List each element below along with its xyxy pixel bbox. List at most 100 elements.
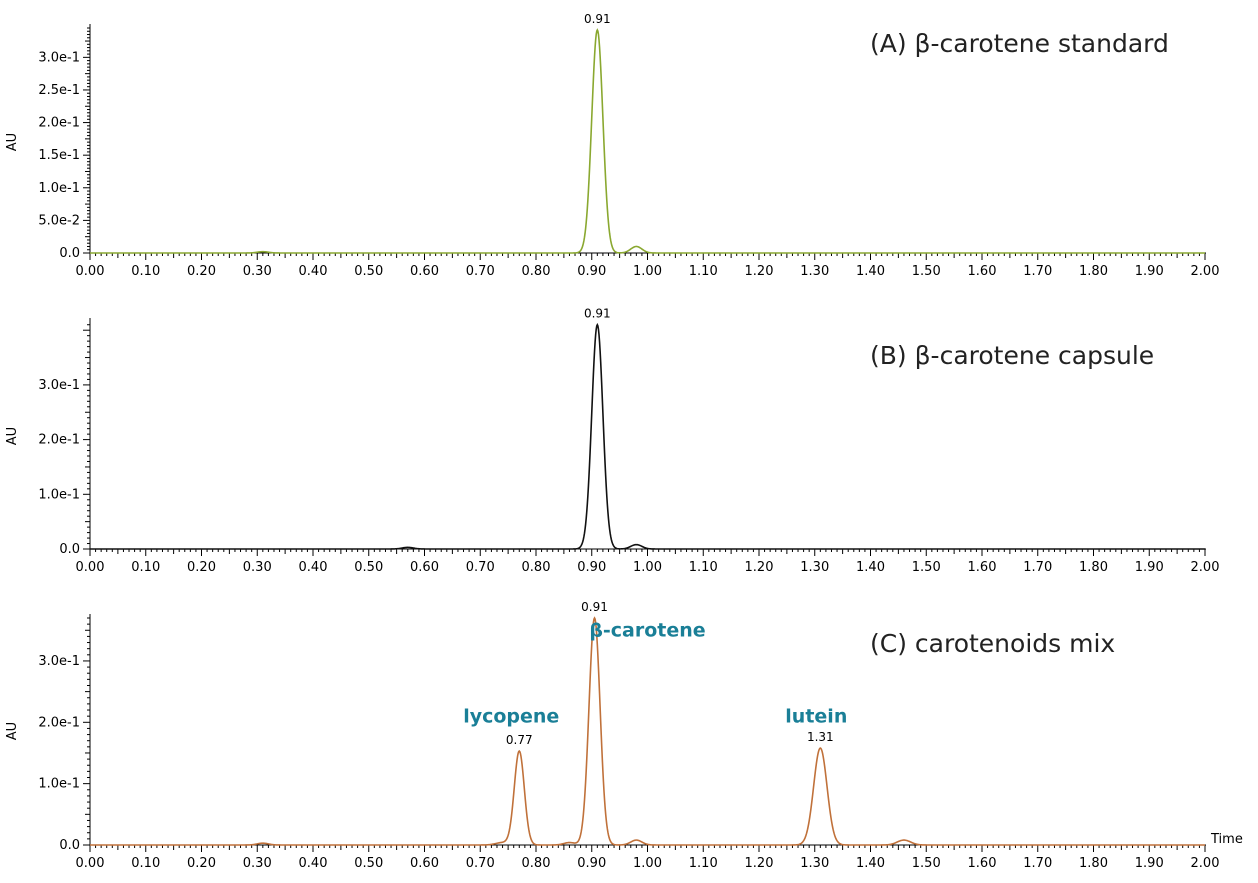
x-tick-label: 1.60 — [968, 560, 997, 575]
x-tick-label: 1.00 — [633, 560, 662, 575]
x-tick-label: 0.80 — [522, 856, 551, 871]
x-tick-label: 1.50 — [912, 264, 941, 279]
chart-panel-a: 0.00 0.10 0.20 0.30 0.40 0.50 0.60 0.70 0.80 0.90… — [5, 12, 1219, 279]
x-tick-label: 1.60 — [968, 856, 997, 871]
y-tick-label: 2.5e-1 — [38, 83, 80, 98]
x-tick-label: 0.80 — [522, 560, 551, 575]
x-tick-label: 1.20 — [745, 560, 774, 575]
y-tick-label: 0.0 — [59, 542, 80, 557]
y-tick-label: 2.0e-1 — [38, 715, 80, 730]
y-tick-label: 1.0e-1 — [38, 181, 80, 196]
peak-rt-label: 1.31 — [807, 730, 834, 744]
peak-rt-label: 0.77 — [506, 733, 533, 747]
x-tick-label: 0.70 — [466, 856, 495, 871]
x-tick-label: 0.60 — [410, 856, 439, 871]
x-tick-label: 0.30 — [243, 264, 272, 279]
x-tick-label: 2.00 — [1191, 264, 1220, 279]
x-tick-label: 0.50 — [354, 560, 383, 575]
y-tick-label: 1.0e-1 — [38, 487, 80, 502]
x-tick-label: 1.20 — [745, 856, 774, 871]
y-tick-label: 2.0e-1 — [38, 116, 80, 131]
y-tick-label: 2.0e-1 — [38, 433, 80, 448]
x-tick-label: 1.50 — [912, 856, 941, 871]
x-tick-label: 1.10 — [689, 856, 718, 871]
y-axis-label: AU — [5, 427, 20, 445]
x-tick-label: 0.00 — [76, 264, 105, 279]
y-tick-label: 1.5e-1 — [38, 148, 80, 163]
x-tick-label: 0.60 — [410, 264, 439, 279]
x-tick-label: 2.00 — [1191, 856, 1220, 871]
x-tick-label: 1.90 — [1135, 560, 1164, 575]
x-tick-label: 1.00 — [633, 856, 662, 871]
x-tick-label: 1.90 — [1135, 264, 1164, 279]
chromatogram-trace — [90, 322, 1205, 550]
chromatogram-trace — [90, 616, 1205, 846]
panel-title: (C) carotenoids mix — [870, 629, 1115, 658]
x-tick-label: 0.50 — [354, 856, 383, 871]
x-tick-label: 1.00 — [633, 264, 662, 279]
x-tick-label: 1.30 — [800, 856, 829, 871]
compound-label: lycopene — [463, 705, 559, 727]
x-tick-label: 1.30 — [800, 560, 829, 575]
peak-rt-label: 0.91 — [584, 12, 611, 26]
x-tick-label: 1.70 — [1023, 264, 1052, 279]
x-tick-label: 1.60 — [968, 264, 997, 279]
x-tick-label: 1.10 — [689, 560, 718, 575]
x-tick-label: 1.50 — [912, 560, 941, 575]
x-tick-label: 0.70 — [466, 560, 495, 575]
x-tick-label: 1.70 — [1023, 856, 1052, 871]
y-axis-label: AU — [5, 133, 20, 151]
chromatogram-trace — [90, 28, 1205, 254]
x-tick-label: 1.80 — [1079, 560, 1108, 575]
x-tick-label: 0.10 — [131, 264, 160, 279]
x-tick-label: 0.90 — [577, 856, 606, 871]
x-tick-label: 0.80 — [522, 264, 551, 279]
x-tick-label: 0.00 — [76, 856, 105, 871]
x-tick-label: 0.20 — [187, 264, 216, 279]
x-tick-label: 1.40 — [856, 560, 885, 575]
y-tick-label: 0.0 — [59, 838, 80, 853]
y-tick-label: 1.0e-1 — [38, 777, 80, 792]
y-tick-label: 3.0e-1 — [38, 50, 80, 65]
y-tick-label: 0.0 — [59, 246, 80, 261]
x-tick-label: 1.40 — [856, 856, 885, 871]
x-tick-label: 0.10 — [131, 560, 160, 575]
x-tick-label: 0.40 — [299, 264, 328, 279]
x-tick-label: 1.90 — [1135, 856, 1164, 871]
chart-panel-c: 0.00 0.10 0.20 0.30 0.40 0.50 0.60 0.70 0.80 0.90… — [5, 600, 1243, 871]
y-tick-label: 5.0e-2 — [38, 213, 80, 228]
y-tick-label: 3.0e-1 — [38, 378, 80, 393]
x-axis-label: Time — [1210, 832, 1243, 847]
x-tick-label: 1.80 — [1079, 264, 1108, 279]
x-tick-label: 0.30 — [243, 856, 272, 871]
x-tick-label: 1.70 — [1023, 560, 1052, 575]
x-tick-label: 1.30 — [800, 264, 829, 279]
x-tick-label: 0.90 — [577, 560, 606, 575]
chart-panel-b: 0.00 0.10 0.20 0.30 0.40 0.50 0.60 0.70 0.80 0.90… — [5, 307, 1219, 575]
x-tick-label: 0.20 — [187, 856, 216, 871]
x-tick-label: 0.20 — [187, 560, 216, 575]
x-tick-label: 2.00 — [1191, 560, 1220, 575]
x-tick-label: 0.50 — [354, 264, 383, 279]
x-tick-label: 0.40 — [299, 856, 328, 871]
compound-label: β-carotene — [589, 619, 705, 641]
x-tick-label: 0.70 — [466, 264, 495, 279]
y-axis-label: AU — [5, 722, 20, 740]
x-tick-label: 1.40 — [856, 264, 885, 279]
peak-rt-label: 0.91 — [584, 307, 611, 321]
y-tick-label: 3.0e-1 — [38, 654, 80, 669]
x-tick-label: 1.80 — [1079, 856, 1108, 871]
panel-title: (B) β-carotene capsule — [870, 341, 1154, 370]
x-tick-label: 0.90 — [577, 264, 606, 279]
x-tick-label: 0.10 — [131, 856, 160, 871]
x-tick-label: 0.00 — [76, 560, 105, 575]
peak-rt-label: 0.91 — [581, 600, 608, 614]
x-tick-label: 0.40 — [299, 560, 328, 575]
x-tick-label: 0.30 — [243, 560, 272, 575]
compound-label: lutein — [785, 705, 847, 727]
x-tick-label: 1.10 — [689, 264, 718, 279]
panel-title: (A) β-carotene standard — [870, 29, 1169, 58]
x-tick-label: 0.60 — [410, 560, 439, 575]
x-tick-label: 1.20 — [745, 264, 774, 279]
